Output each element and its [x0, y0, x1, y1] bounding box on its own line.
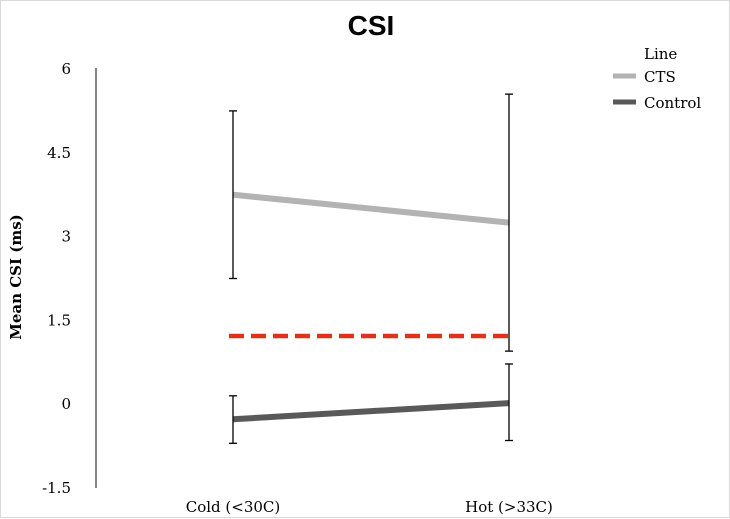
- legend-label: Control: [644, 94, 701, 112]
- y-tick-label: 0: [61, 395, 71, 413]
- y-tick-label: 4.5: [47, 144, 71, 162]
- chart-title: CSI: [348, 10, 395, 41]
- y-tick-label: 6: [61, 60, 71, 78]
- y-axis-label: Mean CSI (ms): [7, 214, 25, 340]
- y-tick-label: 3: [61, 228, 71, 246]
- series-line: [232, 191, 510, 226]
- legend-title: Line: [644, 45, 677, 63]
- x-category-labels: Cold (<30C) Hot (>33C): [186, 498, 553, 516]
- y-tick-labels: 6 4.5 3 1.5 0 -1.5: [42, 60, 71, 497]
- y-tick-label: -1.5: [42, 479, 71, 497]
- series-group: [229, 93, 513, 444]
- series-line: [232, 400, 510, 423]
- y-tick-label: 1.5: [47, 311, 71, 329]
- legend-label: CTS: [644, 68, 676, 86]
- x-category-label: Cold (<30C): [186, 498, 281, 516]
- x-category-label: Hot (>33C): [465, 498, 553, 516]
- legend: Line CTS Control: [613, 45, 701, 112]
